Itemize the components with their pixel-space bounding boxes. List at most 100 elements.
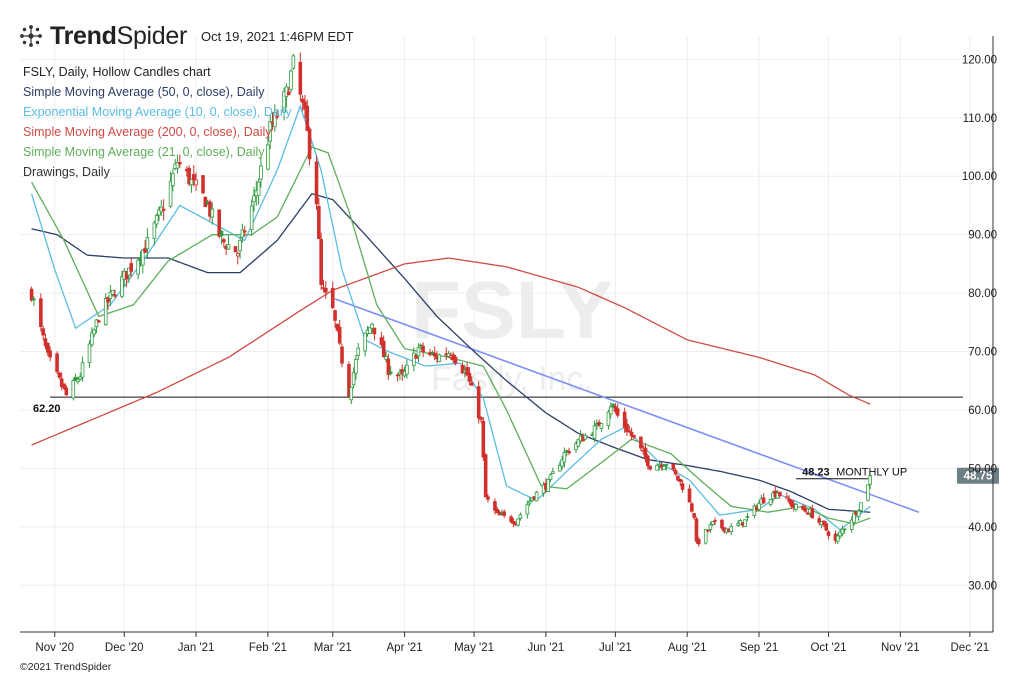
- watermark-symbol: FSLY: [411, 265, 613, 356]
- x-tick-label: Mar '21: [314, 642, 352, 654]
- candle-body: [706, 529, 710, 532]
- brand-logo: TrendSpider: [50, 22, 187, 51]
- candle-body: [298, 61, 303, 95]
- candle-body: [140, 249, 145, 266]
- candle-body: [548, 474, 553, 480]
- candle-body: [761, 497, 766, 504]
- drawing-labels: 62.20 48.23 MONTHLY UP 48.75: [33, 403, 999, 484]
- candle-body: [743, 519, 747, 528]
- y-tick-label: 70.00: [968, 347, 997, 359]
- candle-body: [191, 174, 196, 180]
- candle-body: [57, 372, 62, 378]
- brand-light: Spider: [116, 21, 188, 50]
- candle-body: [627, 430, 632, 433]
- candle-body: [676, 475, 680, 481]
- candle-body: [687, 488, 692, 503]
- candle-body: [608, 406, 613, 415]
- candle-body: [690, 503, 694, 512]
- candle-body: [416, 347, 421, 357]
- y-tick-label: 30.00: [968, 580, 997, 592]
- y-tick-label: 40.00: [968, 522, 997, 534]
- legend-item-sma21[interactable]: Simple Moving Average (21, 0, close), Da…: [23, 145, 265, 159]
- y-tick-label: 120.00: [962, 54, 997, 66]
- candle-body: [611, 403, 615, 407]
- candle-body: [48, 350, 52, 358]
- candle-body: [178, 162, 182, 165]
- candle-body: [152, 222, 157, 239]
- legend-item-sma200[interactable]: Simple Moving Average (200, 0, close), D…: [23, 125, 272, 139]
- candle-body: [859, 502, 863, 511]
- candle-body: [289, 70, 293, 90]
- monthly-level-text: MONTHLY UP: [836, 467, 907, 479]
- candle-body: [273, 111, 277, 128]
- candle-body: [574, 443, 578, 451]
- candle-body: [96, 320, 101, 323]
- candle-body: [479, 417, 483, 420]
- candle-body: [720, 519, 724, 529]
- candle-body: [386, 358, 391, 375]
- candle-body: [664, 464, 669, 466]
- candle-body: [502, 511, 506, 516]
- candle-body: [194, 179, 198, 186]
- candle-body: [242, 230, 247, 233]
- candle-body: [643, 447, 648, 458]
- candle-body: [516, 518, 520, 526]
- candle-body: [388, 371, 393, 374]
- candle-body: [87, 343, 92, 364]
- candle-body: [201, 175, 205, 194]
- candle-body: [486, 496, 490, 500]
- candle-body: [314, 161, 319, 205]
- candle-body: [421, 345, 425, 353]
- candle-body: [842, 528, 847, 531]
- legend-item-drawings[interactable]: Drawings, Daily: [23, 165, 110, 179]
- candle-body: [268, 121, 272, 142]
- candle-body: [90, 332, 94, 346]
- candle-body: [303, 101, 307, 110]
- candle-body: [562, 452, 567, 463]
- legend-item-sma50[interactable]: Simple Moving Average (50, 0, close), Da…: [23, 85, 265, 99]
- candle-body: [567, 451, 571, 454]
- candles: [29, 52, 873, 547]
- candle-body: [286, 91, 291, 96]
- candle-body: [233, 246, 238, 253]
- candle-body: [703, 529, 708, 544]
- candle-body: [222, 239, 226, 243]
- candle-body: [768, 499, 773, 505]
- candle-body: [161, 208, 166, 211]
- candle-body: [356, 347, 361, 356]
- candle-body: [275, 115, 279, 118]
- legend-item-ema10[interactable]: Exponential Moving Average (10, 0, close…: [23, 105, 292, 119]
- candle-body: [249, 205, 254, 231]
- candle-body: [259, 165, 263, 180]
- candle-body: [835, 535, 840, 542]
- candle-body: [319, 239, 323, 285]
- candle-body: [64, 387, 69, 396]
- candle-body: [662, 465, 666, 471]
- candle-body: [370, 323, 374, 330]
- candle-body: [210, 208, 215, 218]
- candle-body: [323, 287, 328, 293]
- x-tick-label: Aug '21: [668, 642, 707, 654]
- candle-body: [340, 346, 344, 364]
- candle-body: [615, 408, 620, 416]
- candle-body: [412, 352, 416, 366]
- trendline: [334, 298, 920, 513]
- candle-body: [94, 319, 99, 328]
- candle-body: [73, 376, 78, 381]
- candle-body: [154, 215, 159, 225]
- candle-body: [337, 326, 342, 344]
- candle-body: [801, 505, 805, 510]
- candle-body: [59, 378, 64, 388]
- candle-body: [432, 352, 437, 357]
- brand-bold: Trend: [50, 21, 117, 50]
- candle-body: [120, 276, 124, 297]
- candle-body: [363, 332, 367, 352]
- candle-body: [583, 435, 588, 440]
- y-tick-label: 110.00: [963, 113, 997, 125]
- candle-body: [495, 508, 500, 513]
- x-tick-label: Jan '21: [178, 642, 215, 654]
- candle-body: [787, 498, 791, 502]
- candle-body: [252, 195, 256, 203]
- candle-body: [476, 386, 481, 419]
